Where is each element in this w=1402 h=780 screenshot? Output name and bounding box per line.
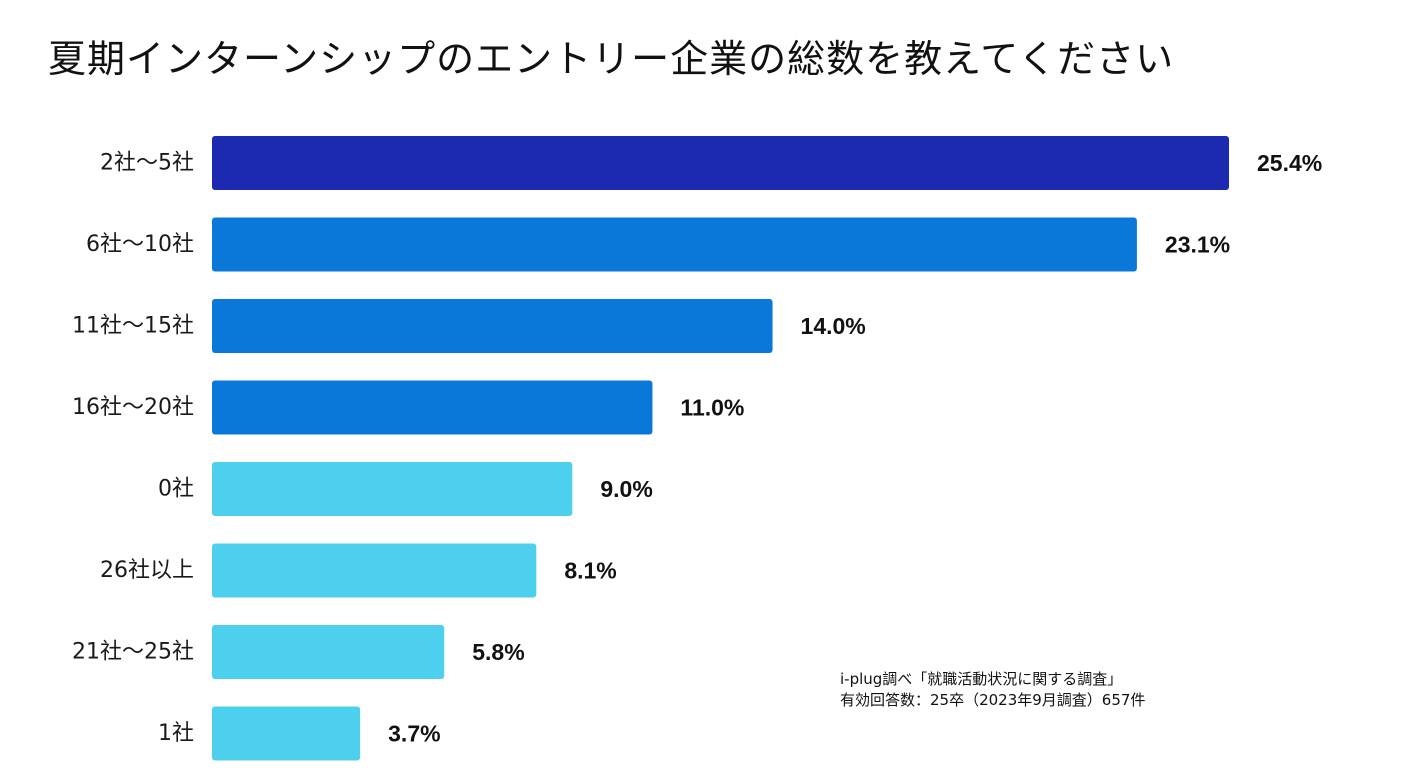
bar-4 [212,380,653,435]
source-line-1: i-plug調べ「就職活動状況に関する調査」 [840,670,1123,688]
bar-6 [212,543,537,598]
category-label-2: 6社〜10社 [86,232,194,257]
bar-1 [212,136,1229,190]
value-label-1: 25.4% [1257,150,1322,176]
value-label-3: 14.0% [801,313,866,339]
value-label-6: 8.1% [564,558,616,584]
category-label-7: 21社〜25社 [72,640,194,665]
category-label-5: 0社 [158,477,194,502]
bar-5 [212,462,573,516]
source-line-2: 有効回答数：25卒（2023年9月調査）657件 [840,691,1146,709]
category-label-3: 11社〜15社 [72,314,194,339]
chart-title: 夏期インターンシップのエントリー企業の総数を教えてください [48,37,1175,81]
value-label-7: 5.8% [472,639,524,665]
source-note: i-plug調べ「就職活動状況に関する調査」 有効回答数：25卒（2023年9月… [840,669,1145,711]
value-label-8: 3.7% [388,721,440,747]
category-label-8: 1社 [158,721,194,746]
value-label-2: 23.1% [1165,232,1230,258]
category-label-6: 26社以上 [100,558,194,583]
category-label-1: 2社〜5社 [100,151,194,176]
bar-8 [212,706,361,761]
bar-3 [212,299,773,353]
value-label-4: 11.0% [680,395,744,421]
category-label-4: 16社〜20社 [72,395,194,420]
value-label-5: 9.0% [600,476,652,502]
bar-2 [212,217,1137,272]
bar-7 [212,625,445,679]
